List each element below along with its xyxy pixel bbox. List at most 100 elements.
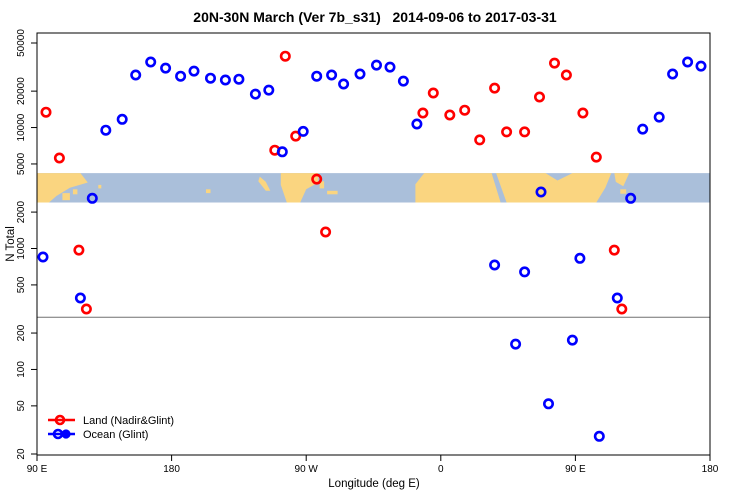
legend-label-land: Land (Nadir&Glint) — [83, 415, 174, 427]
chart-title: 20N-30N March (Ver 7b_s31) 2014-09-06 to… — [193, 9, 557, 25]
land-point — [501, 126, 513, 138]
ocean-point — [489, 259, 501, 271]
land-point — [474, 134, 486, 146]
land-point — [311, 173, 323, 185]
ocean-point — [338, 78, 350, 90]
land-point — [560, 69, 572, 81]
y-axis-title: N Total — [5, 226, 17, 262]
map-band-land — [206, 189, 211, 194]
legend-marker-land-icon — [54, 414, 66, 426]
y-tick-label: 50000 — [16, 29, 27, 57]
y-tick-label: 200 — [16, 324, 27, 341]
ocean-point — [611, 292, 623, 304]
ocean-point — [116, 113, 128, 125]
land-point — [459, 104, 471, 116]
y-tick-label: 2000 — [16, 201, 27, 224]
ocean-point — [145, 56, 157, 68]
map-band-land — [319, 181, 325, 189]
ocean-point — [384, 61, 396, 73]
y-tick-label: 500 — [16, 276, 27, 293]
ocean-point — [354, 68, 366, 80]
land-point — [548, 57, 560, 69]
ocean-point — [574, 252, 586, 264]
y-tick-label: 20000 — [16, 77, 27, 105]
x-tick-label: 0 — [438, 464, 444, 475]
ocean-point — [535, 186, 547, 198]
map-band-land — [614, 173, 630, 187]
x-tick-label: 180 — [702, 464, 719, 475]
ocean-point — [311, 70, 323, 82]
legend: Land (Nadir&Glint) Ocean (Glint) — [48, 414, 174, 441]
land-point — [80, 303, 92, 315]
map-band-land — [258, 176, 271, 191]
x-tick-label: 90 W — [295, 464, 319, 475]
y-tick-label: 1000 — [16, 237, 27, 260]
ocean-point — [175, 70, 187, 82]
map-band-land — [62, 193, 70, 201]
land-point — [519, 126, 531, 138]
ocean-point — [695, 60, 707, 72]
ocean-point — [276, 146, 288, 158]
ocean-point — [370, 59, 382, 71]
map-band-land — [280, 173, 319, 203]
land-point — [590, 151, 602, 163]
land-point — [279, 50, 291, 62]
ocean-point — [74, 292, 86, 304]
y-tick-label: 10000 — [16, 113, 27, 141]
ocean-point — [566, 334, 578, 346]
land-point — [417, 107, 429, 119]
ocean-point — [637, 123, 649, 135]
map-band-land — [620, 189, 627, 194]
ocean-point — [205, 72, 217, 84]
ocean-point — [297, 125, 309, 137]
land-point — [73, 244, 85, 256]
plot-area: 20 50 100 200 500 1000 2000 5000 10000 20000 50000… — [16, 29, 719, 475]
ocean-point — [411, 118, 423, 130]
ocean-point — [519, 266, 531, 278]
ocean-point — [263, 84, 275, 96]
ocean-point — [682, 56, 694, 68]
ocean-point — [37, 251, 49, 263]
legend-label-ocean: Ocean (Glint) — [83, 429, 148, 441]
land-point — [444, 109, 456, 121]
x-tick-label: 90 E — [27, 464, 48, 475]
land-point — [320, 226, 332, 238]
ocean-point — [233, 73, 245, 85]
y-tick-label: 50 — [16, 400, 27, 412]
x-axis-title: Longitude (deg E) — [328, 478, 420, 490]
ocean-point — [593, 430, 605, 442]
y-tick-label: 5000 — [16, 152, 27, 175]
land-point — [533, 91, 545, 103]
map-band-land — [415, 173, 501, 203]
map-band-land — [98, 184, 102, 189]
ocean-point — [130, 69, 142, 81]
legend-marker-ocean2-icon — [61, 429, 71, 439]
map-band-land — [496, 173, 612, 203]
ocean-point — [625, 192, 637, 204]
land-point — [489, 82, 501, 94]
ocean-point — [160, 62, 172, 74]
map-band-land — [37, 173, 88, 203]
land-point — [616, 303, 628, 315]
ocean-point — [188, 65, 200, 77]
ocean-point — [653, 111, 665, 123]
ocean-point — [249, 88, 261, 100]
map-band-land — [327, 190, 338, 195]
land-point — [577, 107, 589, 119]
x-tick-label: 180 — [163, 464, 180, 475]
land-point — [290, 130, 302, 142]
ocean-point — [219, 74, 231, 86]
y-tick-label: 100 — [16, 361, 27, 378]
ocean-point — [100, 124, 112, 136]
plot-box — [36, 32, 711, 456]
map-band-land — [72, 189, 78, 195]
ocean-point — [542, 398, 554, 410]
ocean-point — [326, 69, 338, 81]
land-point — [40, 106, 52, 118]
ocean-point — [86, 192, 98, 204]
ocean-point — [510, 338, 522, 350]
land-point — [608, 244, 620, 256]
land-point — [53, 152, 65, 164]
